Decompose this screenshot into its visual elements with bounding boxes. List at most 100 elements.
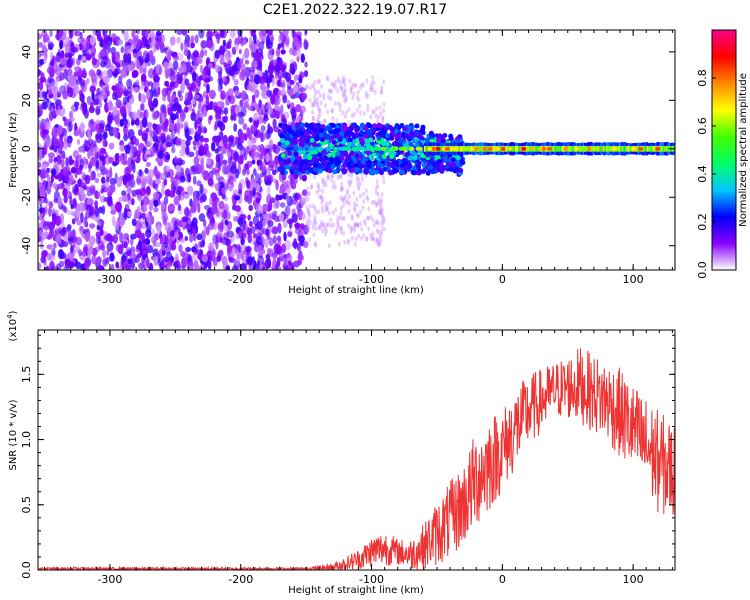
heatmap-cell [139, 248, 143, 256]
heatmap-cell [177, 194, 185, 201]
heatmap-cell [152, 192, 160, 201]
heatmap-cell [377, 200, 380, 206]
heatmap-cell [327, 210, 331, 216]
heatmap-cell [224, 219, 229, 226]
heatmap-cell [325, 133, 331, 139]
heatmap-cell [300, 223, 305, 230]
heatmap-cell [353, 223, 357, 229]
heatmap-cell [330, 108, 334, 114]
heatmap-cell [176, 71, 181, 82]
heatmap-cell [192, 233, 197, 242]
heatmap-cell [63, 241, 69, 248]
heatmap-cell [359, 122, 365, 128]
heatmap-cell [327, 243, 331, 249]
heatmap-cell [176, 264, 182, 270]
heatmap-cell [380, 228, 384, 234]
heatmap-cell [92, 146, 100, 153]
heatmap-peak-cell [487, 146, 493, 151]
heatmap-band-cell [533, 145, 537, 152]
heatmap-cell [379, 210, 383, 216]
heatmap-cell [180, 111, 186, 120]
heatmap-cell [331, 210, 335, 216]
heatmap-cell [151, 228, 155, 238]
heatmap-cell [369, 232, 373, 238]
heatmap-peak-cell [409, 146, 415, 151]
heatmap-cell [152, 111, 160, 119]
heatmap-cell [353, 241, 357, 247]
heatmap-band-cell [601, 145, 605, 152]
heatmap-cell [206, 152, 212, 158]
heatmap-cell [364, 188, 368, 193]
heatmap-cell [42, 179, 47, 188]
heatmap-cell [346, 142, 352, 147]
heatmap-cell [127, 265, 131, 270]
heatmap-cell [140, 93, 146, 104]
heatmap-cell [253, 60, 258, 68]
heatmap-cell [253, 112, 259, 121]
heatmap-cell [239, 251, 246, 261]
heatmap-cell [347, 179, 351, 185]
heatmap-cell [254, 129, 262, 139]
heatmap-cell [306, 227, 310, 233]
heatmap-cell [259, 75, 265, 86]
heatmap-cell [341, 91, 345, 97]
heatmap-cell [47, 152, 55, 159]
heatmap-cell [55, 235, 62, 245]
heatmap-cell [256, 204, 263, 214]
heatmap-y-tick-label: -20 [20, 188, 33, 206]
heatmap-cell [199, 196, 204, 204]
heatmap-cell [356, 212, 359, 218]
heatmap-cell [379, 202, 383, 208]
heatmap-cell [347, 119, 351, 125]
heatmap-cell [116, 177, 122, 188]
heatmap-cell [293, 238, 298, 250]
heatmap-cell [301, 174, 307, 182]
heatmap-cell [335, 118, 339, 124]
heatmap-cell [160, 104, 166, 113]
heatmap-cell [376, 118, 380, 124]
heatmap-cell [102, 249, 106, 259]
heatmap-cell [188, 86, 193, 95]
heatmap-cell [219, 122, 226, 132]
heatmap-cell [363, 169, 369, 175]
heatmap-cell [366, 107, 370, 113]
heatmap-cell [213, 135, 219, 142]
heatmap-cell [381, 115, 385, 121]
heatmap-cell [291, 199, 298, 205]
heatmap-cell [62, 153, 66, 160]
heatmap-cell [321, 222, 325, 228]
heatmap-cell [322, 118, 326, 124]
heatmap-cell [141, 259, 145, 269]
heatmap-band-cell [525, 145, 529, 152]
heatmap-cell [341, 186, 344, 192]
heatmap-cell [331, 139, 337, 145]
heatmap-cell [248, 131, 253, 140]
heatmap-peak-cell [546, 146, 552, 151]
snr-y-tick-label: 1.5 [20, 366, 33, 384]
heatmap-peak-cell [495, 146, 501, 151]
heatmap-cell [140, 73, 147, 82]
heatmap-peak-cell [507, 146, 513, 151]
heatmap-cell [359, 221, 363, 227]
heatmap-cell [289, 47, 295, 56]
heatmap-cell [90, 101, 94, 112]
heatmap-cell [159, 236, 164, 245]
heatmap-cell [172, 103, 178, 112]
heatmap-cell [157, 125, 161, 136]
heatmap-cell [285, 193, 290, 203]
heatmap-cell [319, 120, 323, 126]
heatmap-cell [367, 226, 371, 232]
heatmap-band-cell [514, 145, 518, 152]
heatmap-cell [115, 261, 119, 269]
heatmap-cell [212, 234, 218, 245]
heatmap-cell [194, 133, 201, 142]
heatmap-cell [223, 209, 228, 220]
heatmap-cell [338, 173, 342, 179]
heatmap-cell [366, 103, 370, 109]
heatmap-cell [280, 42, 284, 48]
heatmap-cell [233, 90, 241, 96]
heatmap-cell [379, 150, 385, 156]
heatmap-peak-cell [441, 146, 447, 151]
heatmap-cell [185, 246, 192, 253]
heatmap-cell [294, 74, 297, 83]
